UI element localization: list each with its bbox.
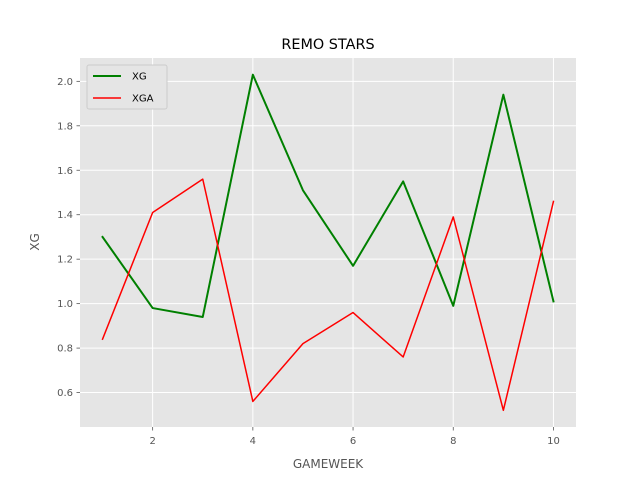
x-tick-label: 2 <box>149 436 155 447</box>
y-tick-label: 1.4 <box>57 210 73 221</box>
series-line-xga <box>101 178 555 412</box>
series-lines <box>101 73 555 412</box>
y-tick-label: 1.6 <box>57 166 73 177</box>
y-tick-label: 0.6 <box>57 388 73 399</box>
y-tick-label: 1.2 <box>57 255 73 266</box>
x-axis-ticks: 2 4 6 8 10 <box>149 427 560 447</box>
plot-area <box>80 58 576 427</box>
y-tick-label: 1.8 <box>57 121 73 132</box>
legend-label-xg: XG <box>132 72 147 83</box>
y-tick-label: 0.8 <box>57 344 73 355</box>
chart-title: REMO STARS <box>281 37 374 53</box>
x-tick-label: 6 <box>350 436 356 447</box>
x-axis-label: GAMEWEEK <box>293 457 364 471</box>
legend: XG XGA <box>86 64 168 110</box>
y-tick-label: 1.0 <box>57 299 73 310</box>
x-tick-label: 10 <box>547 436 560 447</box>
y-axis-label: XG <box>28 233 42 251</box>
legend-label-xga: XGA <box>132 94 154 105</box>
legend-box <box>86 64 168 110</box>
y-tick-label: 2.0 <box>57 77 73 88</box>
grid <box>80 58 576 427</box>
y-axis-ticks: 0.6 0.8 1.0 1.2 1.4 1.6 1.8 2.0 <box>57 77 80 399</box>
series-line-xg <box>101 73 555 318</box>
x-tick-label: 8 <box>450 436 456 447</box>
x-tick-label: 4 <box>250 436 256 447</box>
